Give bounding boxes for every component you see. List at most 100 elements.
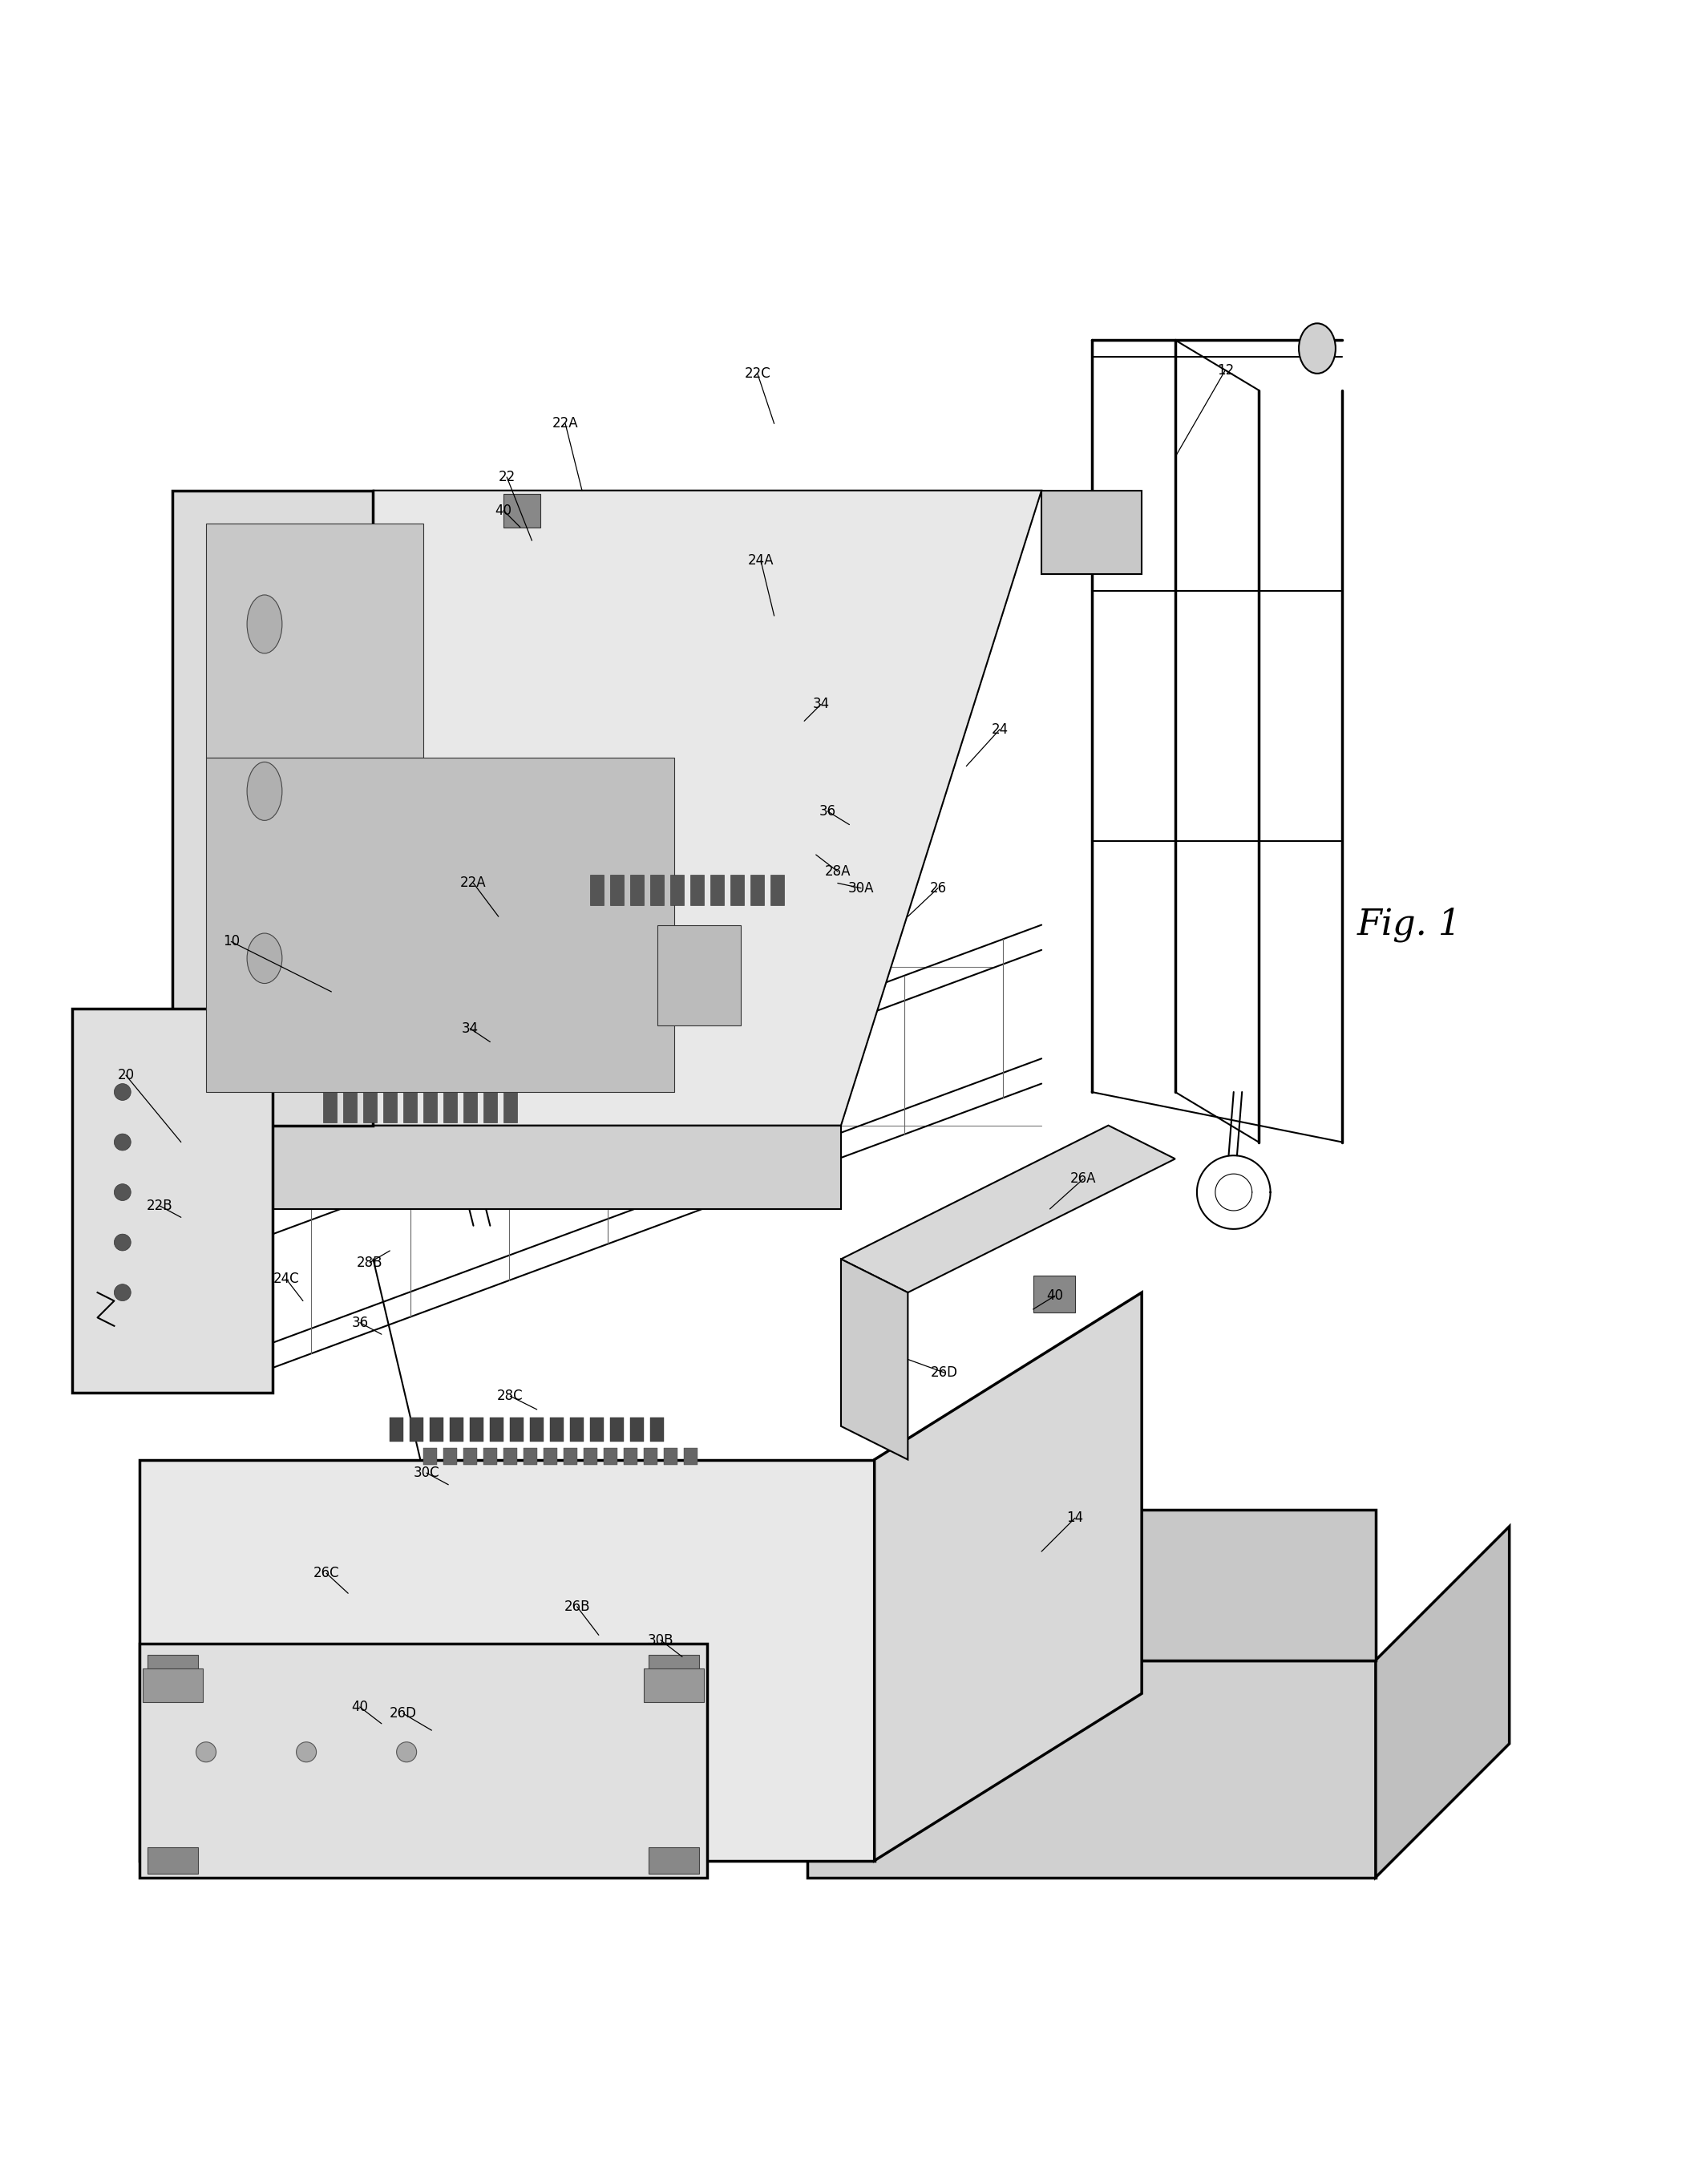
Circle shape — [114, 1083, 131, 1101]
Polygon shape — [658, 924, 740, 1024]
Polygon shape — [807, 1509, 1376, 1660]
Polygon shape — [503, 494, 540, 526]
Polygon shape — [424, 1092, 437, 1123]
Polygon shape — [444, 1448, 458, 1465]
Text: 34: 34 — [461, 1022, 479, 1035]
Polygon shape — [383, 1092, 397, 1123]
Ellipse shape — [247, 594, 283, 653]
Text: 24A: 24A — [748, 553, 774, 568]
Text: 20: 20 — [118, 1068, 135, 1083]
Polygon shape — [730, 876, 743, 904]
Polygon shape — [770, 876, 784, 904]
Polygon shape — [685, 1448, 698, 1465]
Polygon shape — [222, 941, 323, 983]
Polygon shape — [451, 1417, 463, 1441]
Text: 36: 36 — [352, 1315, 368, 1330]
Polygon shape — [483, 1092, 496, 1123]
Text: 30B: 30B — [648, 1634, 673, 1647]
Polygon shape — [644, 1669, 705, 1701]
Polygon shape — [148, 1848, 198, 1874]
Polygon shape — [530, 1417, 543, 1441]
Text: 34: 34 — [812, 697, 829, 712]
Text: 22C: 22C — [745, 367, 770, 380]
Polygon shape — [644, 1448, 658, 1465]
Polygon shape — [750, 876, 764, 904]
Polygon shape — [543, 1448, 557, 1465]
Polygon shape — [1033, 1275, 1075, 1313]
Ellipse shape — [1299, 323, 1336, 373]
Text: 28A: 28A — [824, 865, 851, 878]
Text: 22B: 22B — [146, 1199, 172, 1212]
Polygon shape — [550, 1417, 563, 1441]
Text: 40: 40 — [495, 502, 511, 518]
Text: 14: 14 — [1066, 1511, 1083, 1524]
Polygon shape — [1376, 1527, 1509, 1878]
Text: 28B: 28B — [357, 1256, 383, 1269]
Polygon shape — [570, 1417, 584, 1441]
Polygon shape — [1041, 491, 1142, 574]
Polygon shape — [173, 1125, 841, 1210]
Polygon shape — [363, 1092, 377, 1123]
Text: Fig. 1: Fig. 1 — [1357, 909, 1462, 941]
Text: 26D: 26D — [390, 1706, 417, 1721]
Polygon shape — [222, 590, 323, 633]
Polygon shape — [611, 876, 624, 904]
Polygon shape — [410, 1417, 424, 1441]
Text: 24: 24 — [991, 723, 1008, 736]
Polygon shape — [664, 1448, 678, 1465]
Polygon shape — [72, 1009, 272, 1393]
Polygon shape — [222, 708, 323, 749]
Text: 36: 36 — [819, 804, 836, 819]
Text: 26A: 26A — [1070, 1171, 1097, 1186]
Polygon shape — [343, 1092, 357, 1123]
Polygon shape — [444, 1092, 458, 1123]
Text: 30A: 30A — [848, 880, 875, 895]
Polygon shape — [469, 1417, 483, 1441]
Polygon shape — [207, 758, 674, 1092]
Polygon shape — [651, 1417, 664, 1441]
Polygon shape — [631, 1417, 644, 1441]
Polygon shape — [590, 876, 604, 904]
Polygon shape — [651, 876, 664, 904]
Polygon shape — [463, 1448, 476, 1465]
Text: 28C: 28C — [498, 1389, 523, 1404]
Polygon shape — [604, 1448, 617, 1465]
Text: 26: 26 — [930, 880, 947, 895]
Polygon shape — [584, 1448, 597, 1465]
Polygon shape — [489, 1417, 503, 1441]
Polygon shape — [671, 876, 685, 904]
Polygon shape — [841, 1125, 1176, 1293]
Circle shape — [114, 1234, 131, 1251]
Text: 12: 12 — [1216, 363, 1235, 378]
Text: 22: 22 — [498, 470, 515, 485]
Text: 26B: 26B — [563, 1599, 590, 1614]
Polygon shape — [631, 876, 644, 904]
Polygon shape — [431, 1417, 444, 1441]
Text: 22A: 22A — [461, 876, 486, 891]
Circle shape — [114, 1184, 131, 1201]
Polygon shape — [624, 1448, 637, 1465]
Text: 22A: 22A — [552, 417, 579, 430]
Polygon shape — [143, 1669, 204, 1701]
Polygon shape — [503, 1448, 516, 1465]
Polygon shape — [875, 1293, 1142, 1861]
Polygon shape — [711, 876, 723, 904]
Text: 10: 10 — [222, 935, 239, 948]
Polygon shape — [173, 491, 1041, 1125]
Ellipse shape — [247, 762, 283, 821]
Polygon shape — [611, 1417, 624, 1441]
Polygon shape — [140, 1459, 875, 1861]
Circle shape — [114, 1133, 131, 1151]
Ellipse shape — [247, 933, 283, 983]
Polygon shape — [510, 1417, 523, 1441]
Text: 40: 40 — [352, 1699, 368, 1714]
Text: 40: 40 — [1046, 1289, 1063, 1304]
Polygon shape — [483, 1448, 496, 1465]
Polygon shape — [463, 1092, 476, 1123]
Circle shape — [296, 1743, 316, 1762]
Polygon shape — [424, 1448, 437, 1465]
Polygon shape — [590, 1417, 604, 1441]
Polygon shape — [523, 1448, 537, 1465]
Polygon shape — [173, 491, 373, 1125]
Polygon shape — [563, 1448, 577, 1465]
